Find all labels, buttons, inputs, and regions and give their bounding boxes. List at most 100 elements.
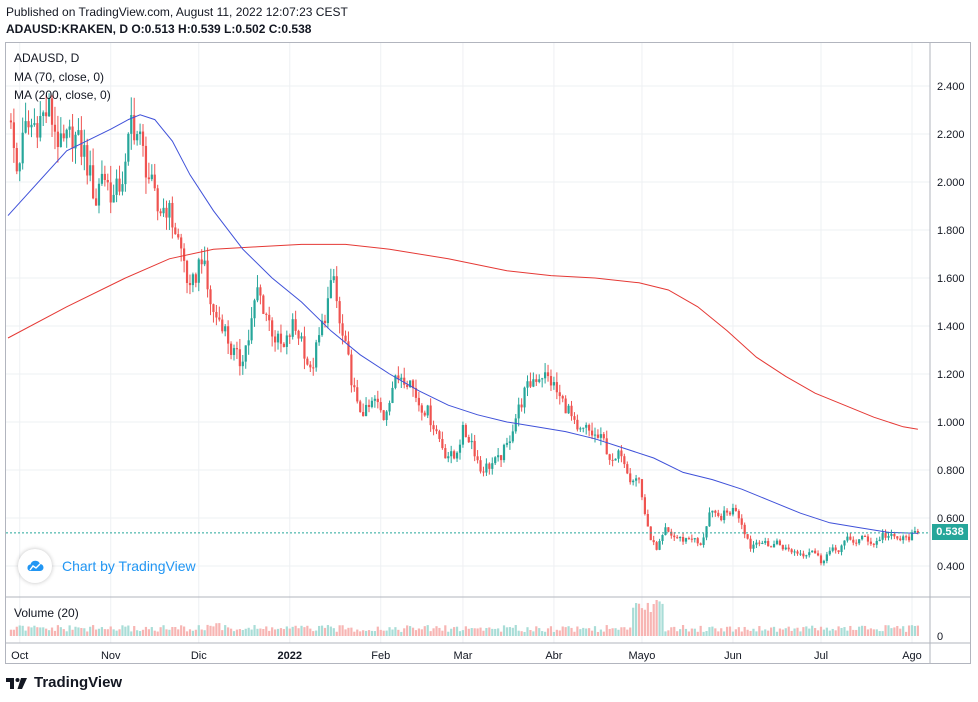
candle-body: [596, 434, 600, 438]
candle-up: [828, 547, 831, 556]
candle-body: [770, 546, 773, 548]
legend-ma200[interactable]: MA (200, close, 0): [14, 88, 111, 102]
volume-bar: [555, 629, 558, 636]
volume-bar: [499, 631, 503, 636]
candle-body: [171, 202, 174, 228]
candle-down: [787, 544, 790, 552]
volume-bar: [646, 602, 649, 636]
volume-bar: [699, 625, 702, 636]
candle-up: [364, 397, 368, 417]
candle-body: [373, 398, 376, 401]
volume-bar: [673, 626, 676, 636]
candle-up: [241, 355, 244, 375]
chart-frame[interactable]: [5, 42, 971, 664]
symbol-ohlc-line: ADAUSD:KRAKEN, D O:0.513 H:0.539 L:0.502…: [6, 22, 312, 36]
candle-body: [758, 542, 761, 544]
volume-bar: [913, 625, 917, 636]
footer-brand[interactable]: TradingView: [6, 674, 122, 691]
candle-up: [840, 544, 843, 556]
candle-down: [177, 228, 180, 240]
candle-body: [491, 463, 494, 469]
volume-bar: [33, 625, 36, 636]
y-tick-label: 0.800: [937, 465, 965, 477]
candle-body: [781, 545, 784, 550]
volume-bar: [749, 630, 752, 636]
candle-down: [312, 357, 315, 376]
candle-down: [268, 306, 271, 331]
candle-body: [846, 536, 849, 541]
candle-down: [212, 303, 215, 323]
legend-symbol[interactable]: ADAUSD, D: [14, 51, 80, 65]
volume-bar: [438, 627, 441, 636]
volume-bar: [138, 631, 142, 636]
candle-body: [775, 540, 779, 545]
candle-body: [215, 311, 218, 318]
candle-down: [53, 106, 57, 150]
candle-body: [611, 459, 614, 461]
candle-down: [464, 423, 467, 438]
candle-body: [265, 313, 268, 315]
candle-down: [749, 535, 752, 552]
candle-body: [388, 402, 391, 412]
volume-bar: [429, 631, 432, 636]
volume-bar: [326, 625, 330, 636]
candle-down: [819, 553, 823, 566]
candle-up: [711, 510, 714, 518]
candle-body: [15, 148, 18, 172]
candle-body: [878, 539, 881, 541]
candle-body: [658, 540, 661, 550]
candle-body: [130, 115, 133, 134]
candle-down: [781, 544, 784, 551]
volume-bar: [450, 628, 453, 636]
candle-body: [643, 497, 646, 515]
volume-bar: [294, 625, 297, 636]
candle-body: [188, 282, 192, 286]
candle-down: [36, 116, 39, 149]
x-tick-label: Dic: [191, 650, 207, 662]
legend-ma70[interactable]: MA (70, close, 0): [14, 70, 105, 84]
volume-bar: [59, 627, 62, 636]
candle-body: [320, 320, 324, 336]
candle-body: [872, 543, 875, 545]
candle-body: [256, 287, 259, 301]
candle-down: [303, 326, 306, 370]
candle-body: [50, 98, 54, 125]
volume-bar: [535, 626, 538, 636]
volume-bar: [523, 631, 526, 636]
candle-up: [150, 164, 153, 182]
candle-up: [470, 433, 473, 450]
candle-down: [869, 537, 872, 546]
volume-bar: [473, 628, 476, 636]
volume-bar: [382, 630, 385, 636]
candle-body: [664, 527, 667, 536]
candle-body: [579, 428, 582, 430]
volume-bar: [629, 627, 632, 636]
legend-volume[interactable]: Volume (20): [14, 606, 79, 620]
candle-down: [194, 272, 197, 288]
candle-body: [417, 397, 420, 406]
candle-down: [423, 410, 426, 417]
volume-bar: [626, 629, 629, 636]
volume-bar: [215, 623, 218, 636]
candle-down: [335, 266, 338, 309]
candle-up: [47, 93, 51, 117]
volume-bar: [432, 628, 435, 636]
candle-body: [288, 335, 291, 337]
candle-down: [235, 341, 239, 359]
candle-body: [549, 376, 553, 386]
candle-up: [614, 458, 617, 461]
volume-bar: [315, 630, 318, 636]
candle-up: [300, 332, 303, 342]
volume-bar: [268, 630, 271, 636]
tradingview-watermark[interactable]: Chart by TradingView: [18, 549, 196, 583]
volume-bar: [124, 626, 127, 636]
candle-body: [391, 387, 394, 403]
candle-body: [576, 419, 579, 430]
volume-bar: [297, 628, 300, 636]
volume-bar: [115, 630, 118, 636]
candle-body: [83, 145, 86, 157]
candle-up: [256, 275, 259, 303]
candle-up: [860, 534, 864, 541]
volume-bar: [171, 627, 174, 636]
